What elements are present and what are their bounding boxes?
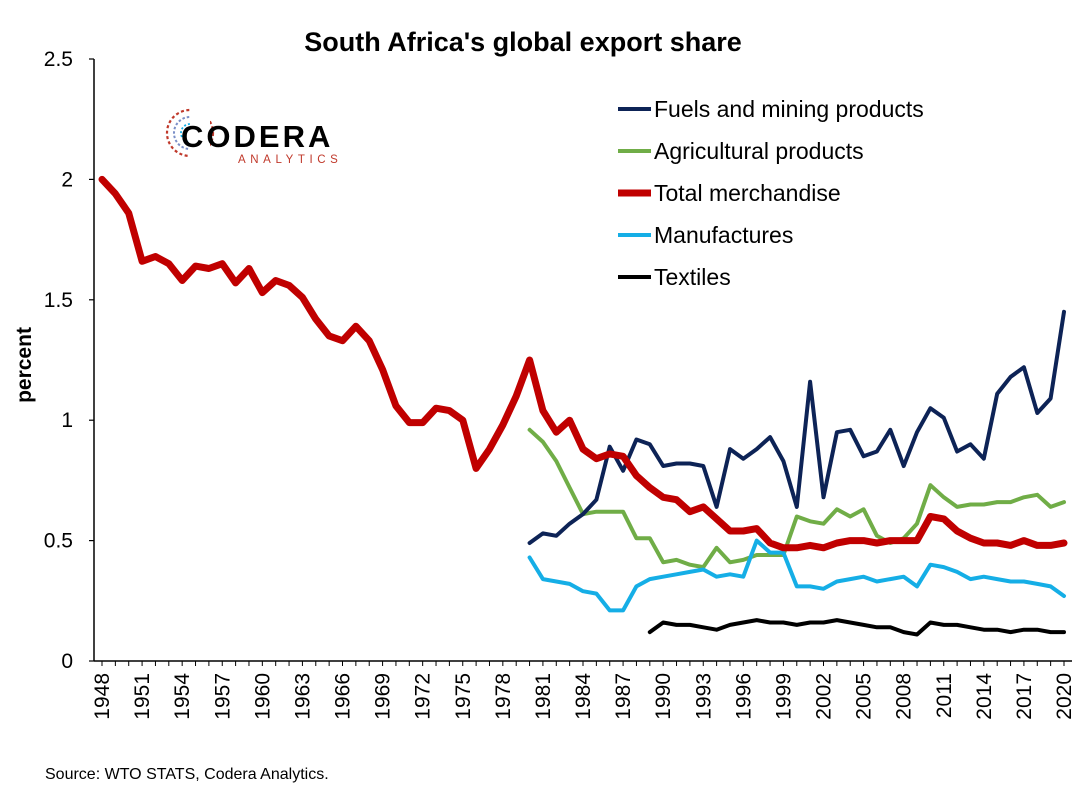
y-tick-label: 1 xyxy=(61,409,73,432)
x-tick-label: 1996 xyxy=(732,673,755,720)
series-line-agricultural-products xyxy=(527,427,1066,570)
x-tick-label: 1963 xyxy=(291,673,314,720)
legend-label: Textiles xyxy=(654,264,731,290)
x-tick-label: 2014 xyxy=(973,673,996,720)
codera-logo-mark xyxy=(165,106,215,162)
x-tick-label: 1999 xyxy=(772,673,795,720)
legend: Fuels and mining products Agricultural pr… xyxy=(618,96,924,290)
source-note: Source: WTO STATS, Codera Analytics. xyxy=(45,766,329,783)
axes: 0 0.5 1 1.5 2 2.5 1948 1951 1954 1957 1960 1963 1966… xyxy=(44,48,1076,720)
x-tick-label: 1972 xyxy=(412,673,435,720)
legend-label: Total merchandise xyxy=(654,180,841,206)
codera-logo: CODERA ANALYTICS xyxy=(165,106,342,166)
x-tick-label: 1993 xyxy=(692,673,715,720)
x-tick-label: 1978 xyxy=(492,673,515,720)
x-tick-label: 2008 xyxy=(893,673,916,720)
series-line-manufactures xyxy=(527,538,1066,613)
series-layer xyxy=(98,175,1068,637)
x-tick-label: 1975 xyxy=(452,673,475,720)
x-tick-label: 1957 xyxy=(211,673,234,720)
x-tick-label: 2011 xyxy=(933,673,956,718)
series-line-total-merchandise xyxy=(98,175,1068,552)
y-tick-label: 1.5 xyxy=(44,289,73,312)
logo-name: CODERA xyxy=(181,119,333,154)
y-tick-label: 2 xyxy=(61,168,73,191)
x-tick-label: 1981 xyxy=(532,673,555,720)
x-tick-label: 1951 xyxy=(131,673,154,720)
x-tick-label: 2017 xyxy=(1013,673,1036,720)
logo-subtitle: ANALYTICS xyxy=(238,154,342,166)
series-line-fuels-and-mining-products xyxy=(527,309,1066,545)
series-line-textiles xyxy=(647,618,1066,637)
x-tick-label: 1990 xyxy=(652,673,675,720)
x-tick-label: 2002 xyxy=(813,673,836,720)
x-tick-label: 1969 xyxy=(372,673,395,720)
x-tick-label: 1960 xyxy=(251,673,274,720)
y-tick-label: 2.5 xyxy=(44,48,73,71)
y-tick-label: 0.5 xyxy=(44,530,73,553)
legend-label: Agricultural products xyxy=(654,138,864,164)
x-tick-label: 1966 xyxy=(332,673,355,720)
x-tick-label: 1987 xyxy=(612,673,635,720)
legend-label: Fuels and mining products xyxy=(654,96,924,122)
x-tick-label: 1984 xyxy=(572,673,595,720)
y-tick-label: 0 xyxy=(61,650,73,673)
chart-title: South Africa's global export share xyxy=(304,27,742,57)
x-tick-label: 2005 xyxy=(853,673,876,720)
x-tick-label: 2020 xyxy=(1053,673,1076,720)
x-tick-label: 1948 xyxy=(91,673,114,720)
y-axis-label: percent xyxy=(13,327,36,403)
legend-label: Manufactures xyxy=(654,222,793,248)
x-tick-label: 1954 xyxy=(171,673,194,720)
